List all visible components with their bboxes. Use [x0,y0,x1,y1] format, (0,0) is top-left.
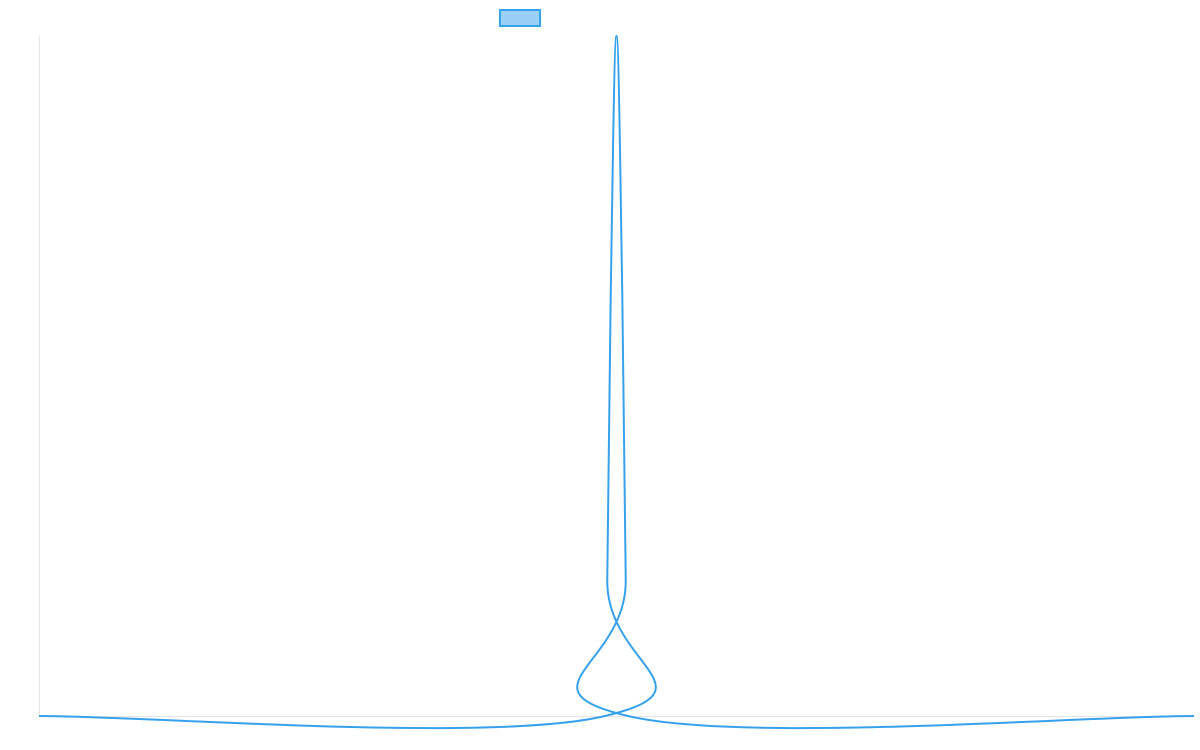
legend[interactable] [499,9,541,27]
series-layer [38,35,1195,730]
series-line-0 [38,35,1195,730]
legend-swatch[interactable] [499,9,541,27]
axes [39,36,1194,717]
